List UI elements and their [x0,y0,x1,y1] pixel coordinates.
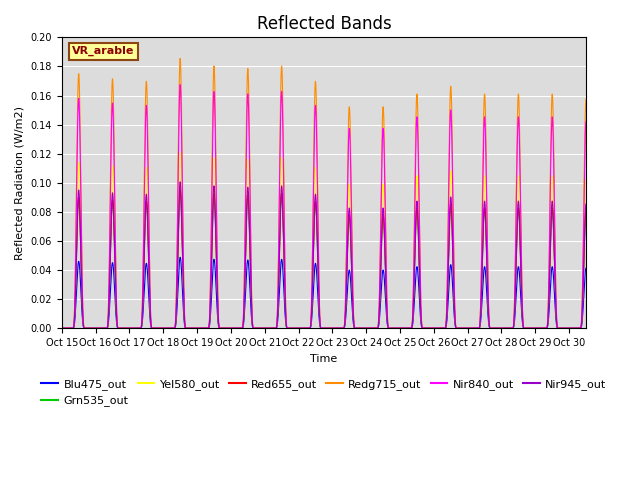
Nir945_out [177,179,184,185]
Nir945_out [477,315,484,321]
Redg715_out [553,317,561,323]
Redg715_out [58,325,66,331]
Line: Nir945_out: Nir945_out [62,182,603,328]
Grn535_out [177,190,184,195]
Redg715_out [106,204,114,210]
Grn535_out [58,325,66,331]
Redg715_out [516,149,524,155]
Y-axis label: Reflected Radiation (W/m2): Reflected Radiation (W/m2) [15,106,25,260]
Yel580_out [58,325,66,331]
Nir840_out [58,325,66,331]
Yel580_out [477,313,484,319]
Yel580_out [177,150,184,156]
Blu475_out [177,254,184,260]
Red655_out [516,235,524,240]
Line: Blu475_out: Blu475_out [62,257,603,328]
Blu475_out [599,325,607,331]
Yel580_out [516,211,524,216]
Nir945_out [106,260,114,265]
Yel580_out [106,247,114,252]
Nir840_out [207,249,215,254]
Nir840_out [177,82,184,87]
Red655_out [177,187,184,192]
Redg715_out [207,240,215,246]
Blu475_out [516,279,524,285]
Red655_out [58,325,66,331]
Red655_out [477,316,484,322]
Red655_out [244,194,252,200]
Nir945_out [553,321,561,327]
Grn535_out [599,325,607,331]
Yel580_out [207,270,215,276]
Grn535_out [106,264,114,270]
Line: Grn535_out: Grn535_out [62,192,603,328]
Line: Nir840_out: Nir840_out [62,84,603,328]
Red655_out [207,282,215,288]
Grn535_out [244,197,252,203]
Nir840_out [244,95,252,100]
Red655_out [106,263,114,269]
Nir945_out [516,230,524,236]
Redg715_out [599,325,607,331]
Grn535_out [477,316,484,322]
Red655_out [599,325,607,331]
Yel580_out [553,320,561,326]
Line: Red655_out: Red655_out [62,190,603,328]
Line: Yel580_out: Yel580_out [62,153,603,328]
Blu475_out [553,323,561,329]
Nir840_out [553,318,561,324]
Nir840_out [106,216,114,222]
Text: VR_arable: VR_arable [72,46,134,56]
Nir945_out [244,187,252,192]
Redg715_out [244,70,252,76]
Grn535_out [553,321,561,327]
Nir945_out [599,325,607,331]
Blu475_out [58,325,66,331]
Redg715_out [477,307,484,312]
Yel580_out [599,325,607,331]
Title: Reflected Bands: Reflected Bands [257,15,391,33]
Blu475_out [207,303,215,309]
Blu475_out [106,294,114,300]
Yel580_out [244,159,252,165]
Grn535_out [207,283,215,288]
Nir945_out [207,279,215,285]
Blu475_out [477,321,484,326]
Blu475_out [244,258,252,264]
Grn535_out [516,237,524,242]
Nir840_out [516,167,524,172]
Red655_out [553,321,561,327]
Nir840_out [477,308,484,314]
Nir945_out [58,325,66,331]
Line: Redg715_out: Redg715_out [62,59,603,328]
X-axis label: Time: Time [310,354,337,363]
Nir840_out [599,325,607,331]
Legend: Blu475_out, Grn535_out, Yel580_out, Red655_out, Redg715_out, Nir840_out, Nir945_: Blu475_out, Grn535_out, Yel580_out, Red6… [37,374,611,411]
Redg715_out [177,56,184,61]
